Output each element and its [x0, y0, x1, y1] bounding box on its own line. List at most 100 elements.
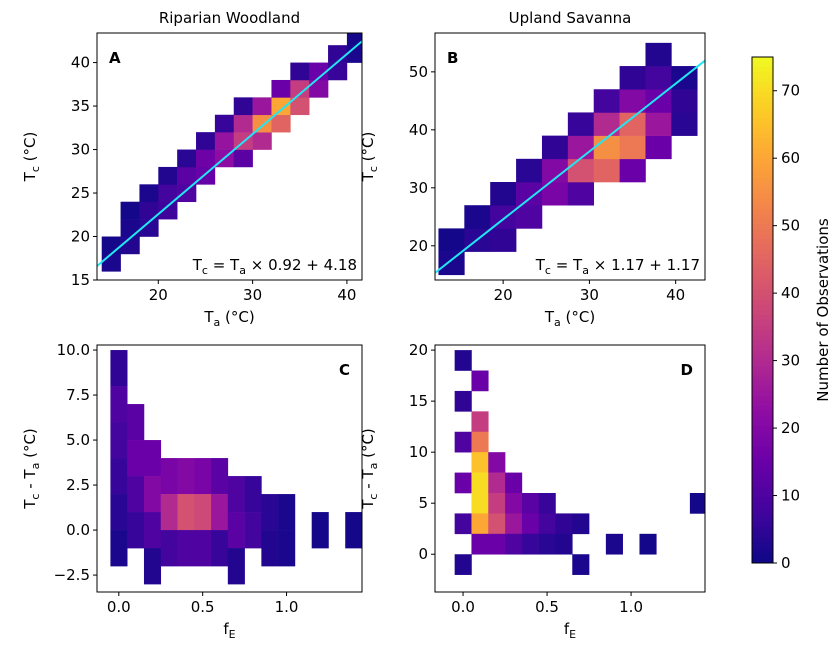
heat-cell: [572, 554, 590, 575]
colorbar-tick-label: 70: [781, 82, 800, 100]
heat-cell: [471, 411, 489, 433]
heat-cell: [567, 135, 595, 160]
heat-cell: [194, 530, 212, 567]
heat-cell: [127, 404, 145, 441]
heat-cell: [572, 513, 590, 535]
heat-cell: [619, 66, 646, 90]
y-axis-label-part: T: [359, 171, 377, 182]
heat-cell: [488, 452, 506, 473]
colorbar-tick-label: 10: [781, 487, 800, 505]
x-tick-label: 0.5: [535, 598, 559, 616]
colorbar-segment: [752, 497, 773, 503]
heat-cell: [516, 158, 543, 183]
heat-cell: [309, 79, 329, 98]
fit-annotation-part: = T: [208, 256, 240, 274]
colorbar-segment: [752, 532, 773, 539]
heat-cell: [233, 114, 253, 133]
heat-cell: [160, 494, 178, 531]
heat-cell: [271, 79, 291, 98]
x-axis-label-part: (°C): [220, 308, 254, 326]
heat-cell: [196, 166, 216, 185]
y-axis-label-part: c: [367, 494, 380, 500]
colorbar-segment: [752, 345, 773, 351]
colorbar-segment: [752, 163, 773, 169]
y-axis-label-part: T: [359, 499, 377, 510]
heat-cell: [605, 533, 623, 555]
x-tick-label: 20: [494, 286, 513, 304]
heat-cell: [541, 158, 569, 183]
x-axis-label: Ta (°C): [544, 308, 595, 329]
heat-cell: [555, 533, 573, 555]
heat-cell: [471, 533, 489, 555]
y-axis-label: Tc - Ta (°C): [359, 428, 380, 510]
fit-annotation-part: a: [582, 264, 589, 277]
heat-cell: [120, 219, 140, 237]
colorbar-segment: [752, 552, 773, 559]
heat-cell: [278, 530, 296, 567]
heat-cell: [233, 149, 253, 168]
heat-cell: [101, 253, 121, 272]
heat-cell: [346, 45, 362, 63]
heat-cell: [290, 97, 310, 116]
colorbar-segment: [752, 421, 773, 427]
heat-cell: [158, 184, 178, 203]
heat-cell: [139, 184, 159, 203]
heat-cell: [227, 512, 245, 549]
heat-cell: [290, 62, 310, 81]
x-axis-label: fE: [223, 620, 235, 641]
colorbar-segment: [752, 456, 773, 463]
heat-cell: [346, 33, 362, 46]
y-tick-label: 20: [409, 341, 428, 359]
x-axis-label-part: a: [554, 316, 561, 329]
heat-cell: [567, 182, 595, 206]
colorbar-segment: [752, 370, 773, 377]
y-axis-label-part: c: [29, 494, 42, 500]
heat-cell: [593, 135, 620, 160]
heat-cell: [214, 132, 235, 150]
fit-annotation-part: × 1.17 + 1.17: [589, 256, 700, 274]
heat-cell: [194, 494, 212, 531]
colorbar-segment: [752, 436, 773, 443]
heat-cell: [505, 472, 523, 494]
heat-cell: [488, 492, 506, 514]
x-axis-label-part: f: [564, 620, 570, 638]
colorbar-segment: [752, 330, 773, 336]
colorbar-segment: [752, 279, 773, 286]
y-tick-label: 0.0: [66, 521, 90, 539]
heat-cell: [490, 182, 517, 206]
heat-cell: [278, 494, 296, 531]
y-tick-label: 20: [409, 237, 428, 255]
x-axis-label-part: E: [569, 628, 576, 641]
heat-cell: [593, 158, 620, 183]
y-tick-label: 10: [409, 443, 428, 461]
heat-cell: [645, 42, 672, 67]
colorbar-segment: [752, 203, 773, 210]
colorbar-segment: [752, 492, 773, 498]
colorbar-segment: [752, 350, 773, 357]
heat-cell: [505, 533, 523, 555]
heat-cell: [538, 492, 556, 514]
colorbar-segment: [752, 229, 773, 235]
heat-cell: [464, 205, 491, 229]
heat-cell: [516, 182, 543, 206]
colorbar-segment: [752, 547, 773, 554]
heat-cell: [471, 452, 489, 473]
colorbar-segment: [752, 97, 773, 104]
colorbar-segment: [752, 137, 773, 144]
fit-line: [97, 40, 362, 267]
colorbar-segment: [752, 143, 773, 149]
heat-cell: [160, 458, 178, 495]
heat-cell: [471, 472, 489, 494]
heat-cell: [541, 135, 569, 160]
axes-frame: [96, 32, 363, 281]
heat-cell: [454, 472, 472, 494]
heat-cell: [120, 201, 140, 220]
y-tick-label: 7.5: [66, 386, 90, 404]
heat-cell: [538, 533, 556, 555]
x-tick-label: 20: [149, 286, 168, 304]
heat-cell: [454, 513, 472, 535]
colorbar-segment: [752, 335, 773, 341]
colorbar-segment: [752, 62, 773, 68]
colorbar-segment: [752, 537, 773, 544]
heat-cell: [454, 350, 472, 371]
